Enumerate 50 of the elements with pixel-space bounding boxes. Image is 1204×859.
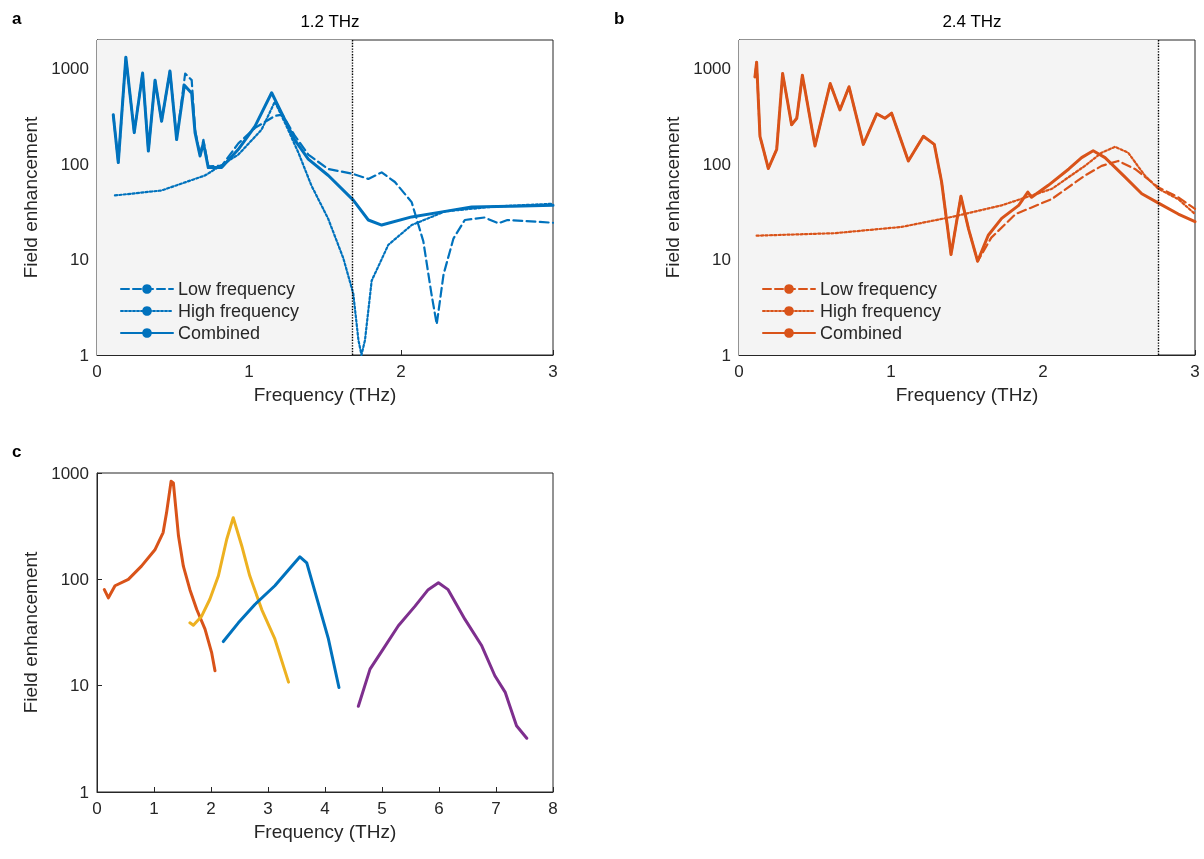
line-series [221, 555, 341, 690]
x-axis-title: Frequency (THz) [253, 821, 397, 842]
chart-title: 2.4 THz [942, 12, 1002, 31]
text: b [614, 9, 625, 28]
legend-label: Combined [820, 323, 903, 343]
x-tick-label: 4 [320, 799, 330, 818]
x-tick-label: 7 [491, 799, 501, 818]
line-series [356, 581, 529, 740]
y-tick-label: 1 [79, 782, 89, 802]
y-tick-label: 1000 [51, 463, 89, 483]
x-tick-label: 6 [434, 799, 444, 818]
legend-label: High frequency [820, 301, 942, 321]
x-tick-label: 2 [396, 362, 406, 381]
x-tick-label: 5 [377, 799, 387, 818]
x-tick-label: 1 [244, 362, 254, 381]
text: a [12, 9, 22, 28]
x-tick-label: 2 [206, 799, 216, 818]
x-tick-label: 8 [548, 799, 558, 818]
legend-label: Combined [178, 323, 261, 343]
x-tick-label: 1 [149, 799, 159, 818]
x-axis-title: Frequency (THz) [253, 384, 397, 405]
x-tick-label: 3 [548, 362, 558, 381]
x-tick-label: 2 [1038, 362, 1048, 381]
x-axis-title: Frequency (THz) [895, 384, 1039, 405]
y-axis-title: Field enhancement [20, 550, 42, 714]
y-tick-label: 1000 [51, 59, 89, 79]
y-tick-label: 1 [79, 345, 89, 365]
y-axis-title: Field enhancement [662, 115, 684, 279]
y-tick-label: 100 [702, 154, 731, 174]
x-tick-label: 0 [92, 362, 102, 381]
y-tick-label: 10 [70, 676, 89, 696]
line-series [102, 479, 217, 673]
y-tick-label: 10 [712, 250, 731, 270]
legend-label: Low frequency [178, 279, 296, 299]
x-tick-label: 0 [734, 362, 744, 381]
y-tick-label: 1 [721, 345, 731, 365]
chart-title: 1.2 THz [300, 12, 360, 31]
x-tick-label: 3 [1190, 362, 1200, 381]
y-axis-title: Field enhancement [20, 115, 42, 279]
y-tick-label: 1000 [693, 59, 731, 79]
y-tick-label: 10 [70, 250, 89, 270]
x-tick-label: 3 [263, 799, 273, 818]
legend-label: High frequency [178, 301, 300, 321]
y-tick-label: 100 [60, 154, 89, 174]
text: c [12, 442, 22, 461]
x-tick-label: 1 [886, 362, 896, 381]
line-series [188, 516, 291, 684]
legend-label: Low frequency [820, 279, 938, 299]
x-tick-label: 0 [92, 799, 102, 818]
y-tick-label: 100 [60, 569, 89, 589]
